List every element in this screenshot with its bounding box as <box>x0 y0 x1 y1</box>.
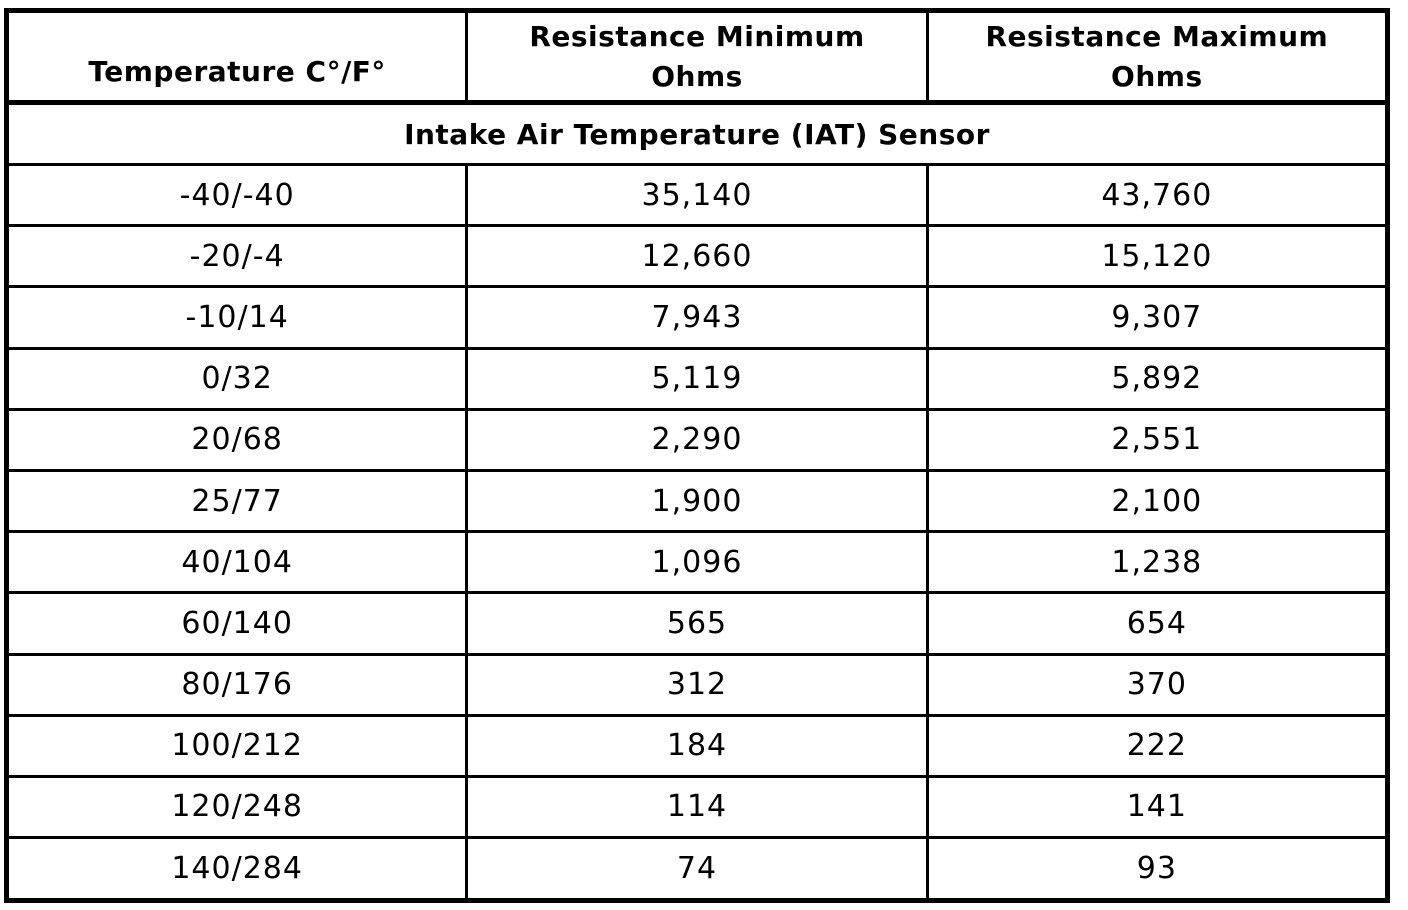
temp-cell: 140/284 <box>4 836 469 902</box>
temp-cell: 100/212 <box>4 713 469 778</box>
min-ohms-cell: 12,660 <box>465 224 929 289</box>
temp-cell: -20/-4 <box>4 224 469 289</box>
col-header-resistance-max: Resistance Maximum Ohms <box>925 9 1390 105</box>
temp-cell: 20/68 <box>4 407 469 472</box>
min-ohms-cell: 184 <box>465 713 929 778</box>
table-header: Temperature C°/F° Resistance Minimum Ohm… <box>4 9 1390 105</box>
table-row: 40/104 1,096 1,238 <box>4 530 1390 595</box>
max-ohms-cell: 93 <box>925 836 1390 902</box>
table-row: 80/176 312 370 <box>4 652 1390 717</box>
iat-sensor-resistance-table: Temperature C°/F° Resistance Minimum Ohm… <box>4 8 1390 903</box>
min-ohms-cell: 565 <box>465 591 929 656</box>
temp-cell: 25/77 <box>4 468 469 534</box>
max-ohms-cell: 43,760 <box>925 162 1390 228</box>
temp-cell: -40/-40 <box>4 162 469 228</box>
max-ohms-cell: 141 <box>925 774 1390 840</box>
table-row: 100/212 184 222 <box>4 713 1390 778</box>
min-ohms-cell: 74 <box>465 836 929 902</box>
temp-cell: 40/104 <box>4 530 469 595</box>
max-ohms-cell: 5,892 <box>925 346 1390 411</box>
max-ohms-cell: 370 <box>925 652 1390 717</box>
col-header-resistance-min: Resistance Minimum Ohms <box>465 9 929 105</box>
temp-cell: 120/248 <box>4 774 469 840</box>
temp-cell: 0/32 <box>4 346 469 411</box>
max-ohms-cell: 222 <box>925 713 1390 778</box>
max-ohms-cell: 654 <box>925 591 1390 656</box>
min-ohms-cell: 312 <box>465 652 929 717</box>
table-row: 140/284 74 93 <box>4 836 1390 902</box>
header-row: Temperature C°/F° Resistance Minimum Ohm… <box>4 9 1390 105</box>
max-ohms-cell: 9,307 <box>925 285 1390 350</box>
temp-cell: -10/14 <box>4 285 469 350</box>
min-ohms-cell: 5,119 <box>465 346 929 411</box>
temp-cell: 80/176 <box>4 652 469 717</box>
max-ohms-cell: 1,238 <box>925 530 1390 595</box>
max-ohms-cell: 2,551 <box>925 407 1390 472</box>
col-header-temperature: Temperature C°/F° <box>4 9 469 105</box>
table-row: 120/248 114 141 <box>4 774 1390 840</box>
table-row: 20/68 2,290 2,551 <box>4 407 1390 472</box>
min-ohms-cell: 35,140 <box>465 162 929 228</box>
temp-cell: 60/140 <box>4 591 469 656</box>
min-ohms-cell: 114 <box>465 774 929 840</box>
table-row: -40/-40 35,140 43,760 <box>4 162 1390 228</box>
min-ohms-cell: 1,900 <box>465 468 929 534</box>
table-row: -10/14 7,943 9,307 <box>4 285 1390 350</box>
min-ohms-cell: 1,096 <box>465 530 929 595</box>
section-title: Intake Air Temperature (IAT) Sensor <box>5 101 1389 166</box>
max-ohms-cell: 2,100 <box>925 468 1390 534</box>
min-ohms-cell: 2,290 <box>465 407 929 472</box>
table-row: -20/-4 12,660 15,120 <box>4 224 1390 289</box>
table-row: 0/32 5,119 5,892 <box>4 346 1390 411</box>
min-ohms-cell: 7,943 <box>465 285 929 350</box>
table-row: 25/77 1,900 2,100 <box>4 468 1390 534</box>
max-ohms-cell: 15,120 <box>925 224 1390 289</box>
table-body: Intake Air Temperature (IAT) Sensor -40/… <box>4 101 1390 902</box>
table-row: 60/140 565 654 <box>4 591 1390 656</box>
section-title-row: Intake Air Temperature (IAT) Sensor <box>5 101 1389 166</box>
